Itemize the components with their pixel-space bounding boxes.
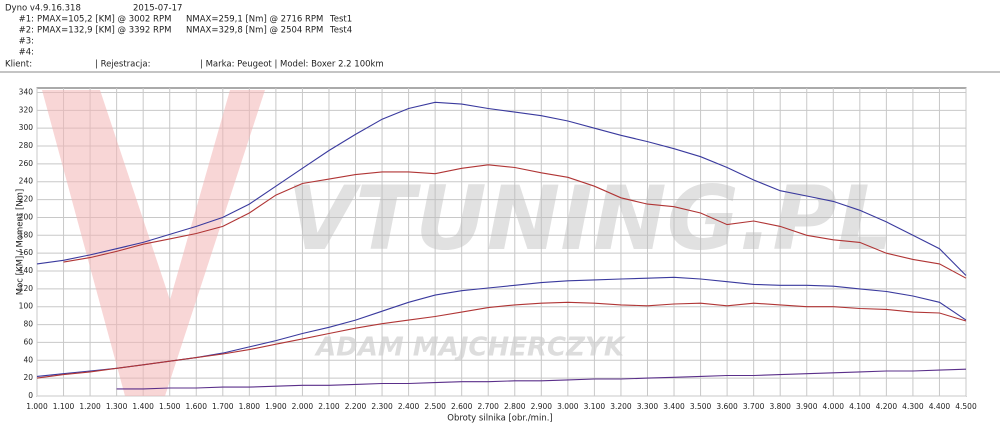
x-tick-label: 2.900 bbox=[531, 402, 553, 411]
x-tick-label: 2.700 bbox=[477, 402, 499, 411]
row-id: #1: bbox=[19, 15, 34, 25]
data-line bbox=[116, 368, 967, 390]
x-tick-label: 3.100 bbox=[584, 402, 606, 411]
y-tick-label: 100 bbox=[19, 302, 34, 311]
row-id: #3: bbox=[19, 37, 34, 47]
x-tick-label: 2.100 bbox=[318, 402, 340, 411]
nmax: NMAX=329,8 [Nm] @ 2504 RPM bbox=[186, 26, 323, 36]
y-tick-label: 280 bbox=[19, 141, 34, 150]
y-tick-label: 140 bbox=[19, 266, 34, 275]
x-tick-label: 3.800 bbox=[769, 402, 791, 411]
watermark-author: ADAM MAJCHERCZYK bbox=[314, 333, 626, 363]
y-tick-label: 80 bbox=[23, 320, 33, 329]
y-tick-label: 180 bbox=[19, 230, 34, 239]
registration: | Rejestracja: bbox=[95, 60, 150, 70]
y-axis-label: Moc [KM] / Moment [Nm] bbox=[16, 189, 26, 295]
x-tick-label: 3.700 bbox=[743, 402, 765, 411]
x-tick-label: 4.200 bbox=[876, 402, 898, 411]
x-tick-label: 4.100 bbox=[849, 402, 871, 411]
x-tick-label: 1.100 bbox=[53, 402, 75, 411]
client: Klient: bbox=[5, 60, 32, 70]
data-line bbox=[36, 101, 967, 276]
nmax: NMAX=259,1 [Nm] @ 2716 RPM bbox=[186, 15, 323, 25]
row-id: #4: bbox=[19, 48, 34, 58]
pmax: PMAX=105,2 [KM] @ 3002 RPM bbox=[37, 15, 171, 25]
date: 2015-07-17 bbox=[133, 4, 182, 14]
x-tick-label: 1.300 bbox=[106, 402, 128, 411]
x-tick-label: 3.300 bbox=[637, 402, 659, 411]
x-tick-label: 1.200 bbox=[79, 402, 101, 411]
x-tick-label: 3.500 bbox=[690, 402, 712, 411]
watermark-brand: VTUNING.PL bbox=[287, 167, 893, 270]
x-tick-label: 1.500 bbox=[159, 402, 181, 411]
x-tick-label: 2.600 bbox=[451, 402, 473, 411]
test-name: Test4 bbox=[329, 26, 352, 36]
x-tick-label: 3.600 bbox=[716, 402, 738, 411]
x-tick-label: 4.400 bbox=[929, 402, 951, 411]
y-tick-label: 300 bbox=[19, 123, 34, 132]
x-tick-label: 2.400 bbox=[398, 402, 420, 411]
app-version: Dyno v4.9.16.318 bbox=[5, 4, 81, 14]
y-tick-label: 200 bbox=[19, 212, 34, 221]
x-tick-label: 3.400 bbox=[663, 402, 685, 411]
y-tick-label: 160 bbox=[19, 248, 34, 257]
pmax: PMAX=132,9 [KM] @ 3392 RPM bbox=[37, 26, 171, 36]
y-tick-label: 240 bbox=[19, 177, 34, 186]
y-tick-label: 260 bbox=[19, 159, 34, 168]
logo-shape bbox=[42, 90, 265, 396]
data-line bbox=[36, 301, 967, 379]
y-tick-label: 20 bbox=[23, 373, 33, 382]
y-tick-label: 320 bbox=[19, 105, 34, 114]
x-tick-label: 1.000 bbox=[26, 402, 48, 411]
x-tick-label: 2.000 bbox=[292, 402, 314, 411]
y-tick-label: 0 bbox=[28, 391, 33, 400]
data-line bbox=[63, 164, 967, 279]
y-tick-label: 120 bbox=[19, 284, 34, 293]
x-tick-label: 2.200 bbox=[345, 402, 367, 411]
x-tick-label: 2.300 bbox=[371, 402, 393, 411]
x-tick-label: 1.900 bbox=[265, 402, 287, 411]
y-tick-label: 340 bbox=[19, 87, 34, 96]
y-tick-label: 40 bbox=[23, 355, 33, 364]
x-tick-label: 1.700 bbox=[212, 402, 234, 411]
x-tick-label: 3.900 bbox=[796, 402, 818, 411]
x-tick-label: 1.800 bbox=[239, 402, 261, 411]
row-id: #2: bbox=[19, 26, 34, 36]
x-tick-label: 4.500 bbox=[955, 402, 977, 411]
y-tick-label: 60 bbox=[23, 337, 33, 346]
vehicle: | Marka: Peugeot | Model: Boxer 2.2 100k… bbox=[200, 60, 384, 70]
x-tick-label: 4.000 bbox=[823, 402, 845, 411]
x-tick-label: 2.500 bbox=[424, 402, 446, 411]
x-tick-label: 2.800 bbox=[504, 402, 526, 411]
x-axis-label: Obroty silnika [obr./min.] bbox=[447, 414, 552, 424]
y-tick-label: 220 bbox=[19, 195, 34, 204]
x-tick-label: 4.300 bbox=[902, 402, 924, 411]
test-name: Test1 bbox=[329, 15, 352, 25]
x-tick-label: 1.600 bbox=[186, 402, 208, 411]
x-tick-label: 1.400 bbox=[132, 402, 154, 411]
x-tick-label: 3.200 bbox=[610, 402, 632, 411]
x-tick-label: 3.000 bbox=[557, 402, 579, 411]
